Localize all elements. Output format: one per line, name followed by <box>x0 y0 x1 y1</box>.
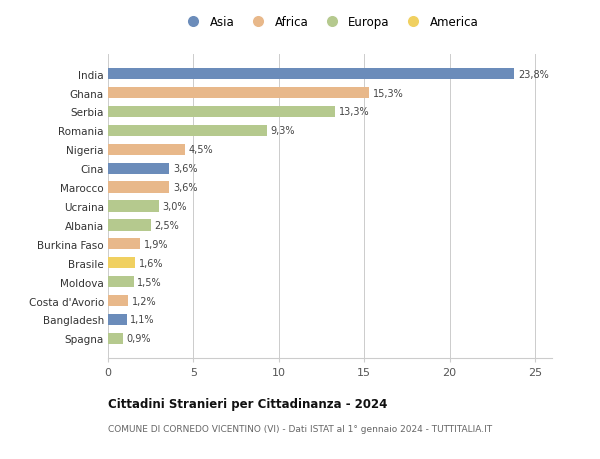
Bar <box>108 125 267 137</box>
Text: 3,6%: 3,6% <box>173 183 197 193</box>
Legend: Asia, Africa, Europa, America: Asia, Africa, Europa, America <box>178 12 482 33</box>
Text: 1,5%: 1,5% <box>137 277 161 287</box>
Bar <box>108 163 169 174</box>
Bar <box>108 182 169 193</box>
Bar <box>108 257 136 269</box>
Text: 2,5%: 2,5% <box>154 220 179 230</box>
Bar <box>108 201 159 212</box>
Bar <box>108 106 335 118</box>
Bar <box>108 239 140 250</box>
Text: 4,5%: 4,5% <box>188 145 213 155</box>
Text: 1,9%: 1,9% <box>144 239 169 249</box>
Bar <box>108 69 514 80</box>
Text: 23,8%: 23,8% <box>518 69 548 79</box>
Bar <box>108 333 124 344</box>
Text: 1,6%: 1,6% <box>139 258 163 268</box>
Bar <box>108 220 151 231</box>
Text: 15,3%: 15,3% <box>373 89 403 98</box>
Text: 3,6%: 3,6% <box>173 164 197 174</box>
Text: Cittadini Stranieri per Cittadinanza - 2024: Cittadini Stranieri per Cittadinanza - 2… <box>108 397 388 410</box>
Text: 9,3%: 9,3% <box>270 126 295 136</box>
Bar <box>108 144 185 156</box>
Text: 3,0%: 3,0% <box>163 202 187 212</box>
Text: 1,2%: 1,2% <box>132 296 157 306</box>
Text: 0,9%: 0,9% <box>127 334 151 344</box>
Text: 1,1%: 1,1% <box>130 315 155 325</box>
Bar <box>108 276 134 288</box>
Text: 13,3%: 13,3% <box>338 107 369 117</box>
Bar <box>108 88 369 99</box>
Bar <box>108 314 127 325</box>
Bar <box>108 295 128 307</box>
Text: COMUNE DI CORNEDO VICENTINO (VI) - Dati ISTAT al 1° gennaio 2024 - TUTTITALIA.IT: COMUNE DI CORNEDO VICENTINO (VI) - Dati … <box>108 425 492 434</box>
